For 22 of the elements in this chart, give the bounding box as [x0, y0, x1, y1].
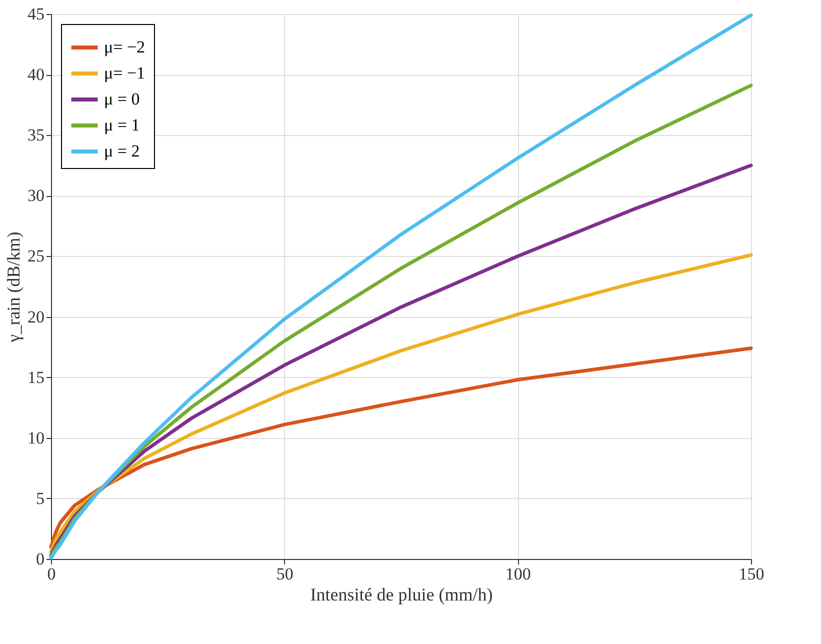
y-axis-title: γ_rain (dB/km) — [4, 232, 24, 344]
legend-label: μ = 2 — [104, 142, 140, 160]
y-tick-label: 30 — [28, 186, 44, 206]
y-tick-label: 35 — [28, 126, 44, 145]
x-axis-title: Intensité de pluie (mm/h) — [310, 584, 493, 604]
x-tick-label: 50 — [276, 564, 294, 584]
y-tick-label: 20 — [28, 307, 44, 326]
y-tick-label: 40 — [28, 65, 44, 84]
line-series — [49, 346, 753, 549]
line-series — [49, 253, 753, 554]
y-tick-label: 15 — [28, 368, 44, 387]
legend-label: μ= −2 — [104, 38, 146, 56]
y-tick-label: 0 — [36, 550, 44, 568]
y-tick-label: 45 — [28, 4, 44, 24]
legend-label: μ= −1 — [104, 64, 146, 82]
y-tick-label: 25 — [28, 246, 44, 266]
x-tick-label: 150 — [738, 564, 764, 584]
legend-label: μ = 1 — [104, 116, 140, 134]
y-tick-label: 10 — [28, 428, 44, 448]
legend-label: μ = 0 — [104, 90, 140, 108]
x-tick-label: 100 — [505, 564, 531, 584]
y-tick-label: 5 — [36, 488, 44, 508]
